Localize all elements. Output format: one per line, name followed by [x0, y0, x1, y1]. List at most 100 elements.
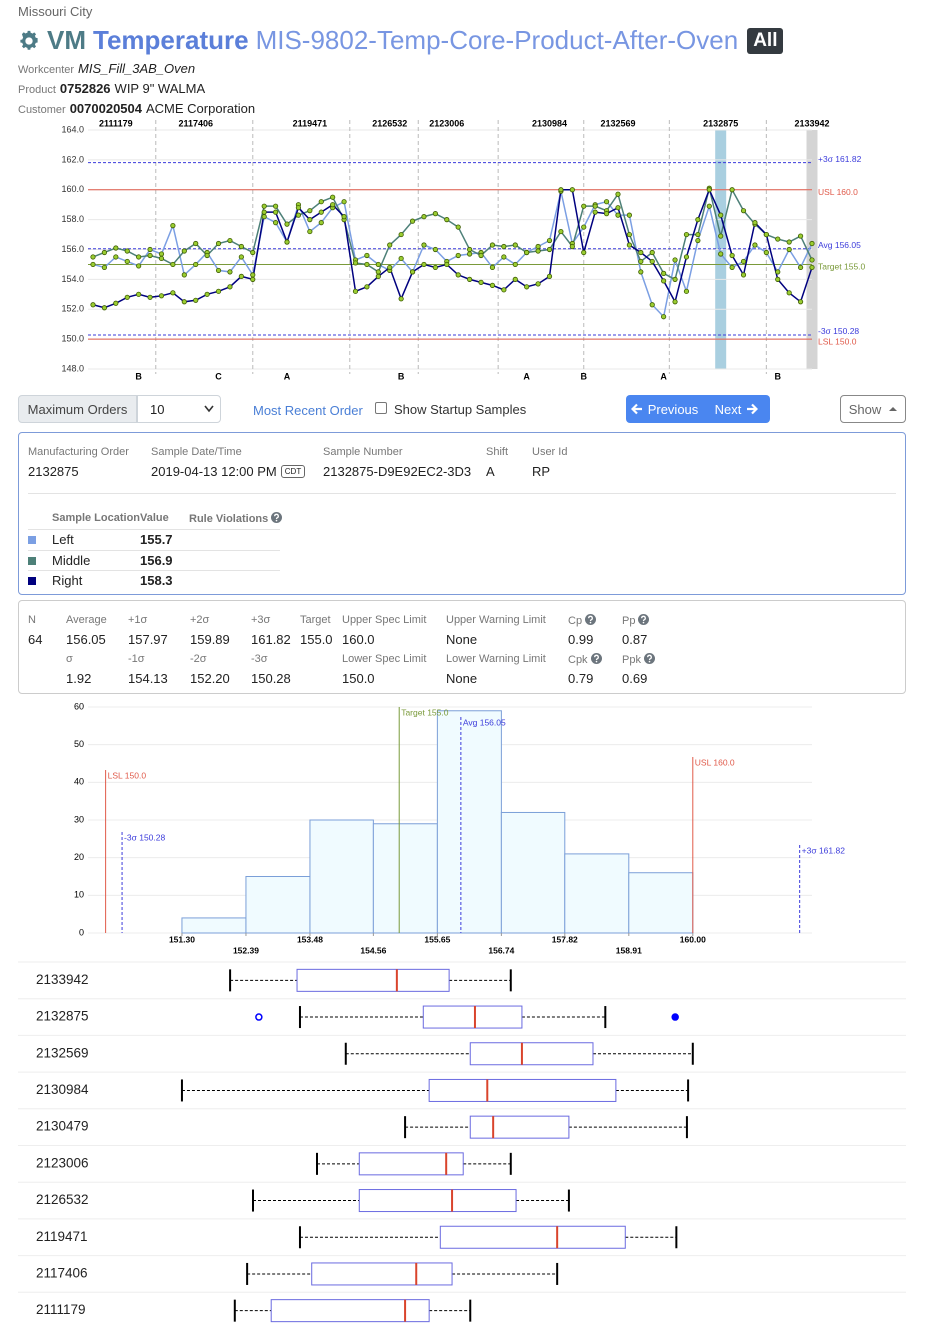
y-tick-label: 162.0 [61, 154, 84, 164]
stat-value: None [446, 632, 478, 647]
data-point [261, 209, 267, 215]
stat-label: N [28, 614, 36, 626]
previous-button[interactable]: Previous [626, 395, 703, 423]
data-point [524, 284, 530, 290]
stat-value: 0.87 [622, 632, 648, 647]
stat-label: Target [300, 614, 331, 626]
data-point [227, 237, 233, 244]
data-point [330, 202, 336, 208]
box [469, 1042, 594, 1066]
data-point [307, 217, 313, 223]
data-point [432, 211, 438, 217]
data-point [101, 305, 108, 311]
data-point [170, 223, 176, 229]
data-point [638, 249, 644, 256]
data-point [193, 261, 199, 268]
info-code: 0070020504 [69, 101, 142, 116]
data-point [101, 264, 108, 271]
data-point [649, 258, 655, 265]
data-point [489, 264, 496, 271]
histogram-bar [309, 819, 374, 934]
left-arrow-icon [630, 403, 642, 415]
data-point [489, 282, 496, 288]
caret-icon [204, 405, 214, 413]
data-point [227, 269, 233, 275]
help-icon [638, 614, 650, 625]
box-label: 2117406 [36, 1266, 88, 1281]
stat-label: Lower Spec Limit [342, 653, 426, 665]
info-value: WIP 9" WALMA [114, 81, 206, 96]
data-point [444, 261, 450, 268]
stat-value: 157.97 [128, 632, 168, 647]
y-tick-label: 156.0 [61, 244, 84, 254]
data-point [250, 272, 256, 278]
show-button[interactable]: Show [840, 395, 906, 423]
title-row: VM Temperature MIS-9802-Temp-Core-Produc… [18, 25, 784, 56]
box-label: 2119471 [36, 1229, 88, 1244]
data-point [273, 209, 279, 215]
data-point [444, 217, 450, 223]
recent-order-link[interactable]: Most Recent Order [253, 403, 363, 418]
data-point [672, 276, 678, 282]
data-point [615, 212, 621, 218]
data-point [261, 203, 267, 209]
gear-icon [20, 30, 38, 50]
box [428, 1078, 617, 1102]
data-point [398, 231, 404, 238]
badge[interactable]: All [747, 27, 784, 54]
data-point [398, 296, 404, 302]
data-point [718, 233, 724, 239]
x-tick-label: 154.56 [360, 945, 386, 955]
shift-label: B [135, 371, 142, 381]
data-point [763, 231, 769, 238]
histogram-bar [245, 876, 311, 934]
data-point [718, 251, 724, 257]
stat-label: Average [66, 614, 107, 626]
location-value: 156.9 [140, 552, 173, 568]
reference-label: +3σ 161.82 [802, 845, 846, 855]
shift-label: C [215, 371, 222, 381]
max-orders-select[interactable]: 10 [137, 395, 221, 423]
data-point [398, 255, 404, 262]
data-point [193, 240, 199, 247]
next-button[interactable]: Next [703, 395, 770, 423]
stat-label: Upper Warning Limit [446, 614, 546, 626]
help-icon [643, 653, 655, 664]
box-label: 2132569 [36, 1045, 89, 1060]
data-point [809, 240, 815, 247]
stat-label-text: Average [66, 614, 107, 626]
data-point [113, 254, 119, 260]
data-point [695, 231, 701, 238]
shift-label: B [775, 371, 782, 381]
data-point [763, 249, 769, 256]
y-tick-label: 60 [74, 701, 84, 711]
box-label: 2130984 [36, 1082, 89, 1097]
data-point [284, 239, 290, 245]
field-text: A [486, 464, 495, 479]
data-point [775, 236, 781, 242]
location-value: 158.3 [140, 573, 173, 588]
data-point [341, 214, 347, 220]
info-label: Customer [18, 104, 66, 116]
order-label: 2130984 [532, 118, 567, 128]
box [469, 1115, 570, 1139]
data-point [535, 243, 541, 250]
data-point [227, 284, 233, 290]
field-text: 2132875-D9E92EC2-3D3 [323, 464, 472, 479]
help-dot [648, 660, 651, 663]
data-point [683, 254, 690, 260]
startup-checkbox[interactable] [375, 402, 387, 414]
stat-value: 155.0 [300, 632, 333, 647]
stat-value: 160.0 [342, 632, 375, 647]
box [270, 1299, 430, 1323]
series-line [92, 187, 813, 281]
data-point [546, 246, 553, 253]
location-swatch [28, 536, 36, 544]
field-text: RP [532, 464, 551, 479]
data-point [238, 273, 244, 279]
shift-label: A [523, 371, 530, 381]
timezone-badge: CDT [280, 465, 306, 478]
data-point [626, 212, 632, 218]
data-point [786, 246, 792, 253]
box [439, 1225, 626, 1249]
